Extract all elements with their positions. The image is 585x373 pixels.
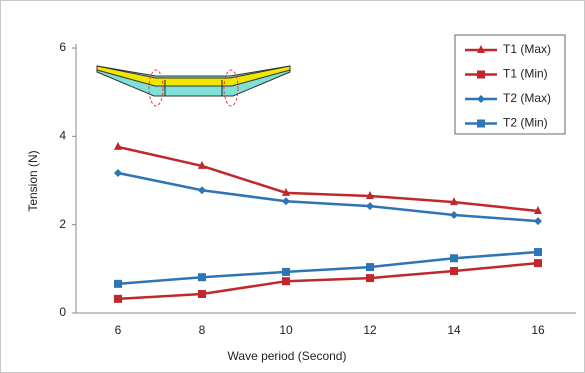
legend-marker — [477, 70, 485, 79]
x-tick-label: 10 — [279, 323, 293, 337]
data-point — [114, 294, 122, 303]
data-point — [534, 248, 542, 257]
x-tick-label: 12 — [363, 323, 377, 337]
data-point — [450, 210, 458, 219]
series-line — [117, 171, 539, 223]
y-tick-label: 2 — [59, 217, 66, 231]
data-point — [534, 217, 542, 226]
data-point — [282, 187, 290, 196]
data-point — [198, 290, 206, 299]
x-tick-label: 6 — [115, 323, 122, 337]
legend-marker — [477, 95, 485, 103]
data-point — [534, 259, 542, 268]
y-tick-label: 0 — [59, 305, 66, 319]
legend-label: T1 (Min) — [503, 67, 548, 81]
legend — [454, 34, 566, 135]
legend-label: T2 (Min) — [503, 116, 548, 130]
y-axis-label: Tension (N) — [26, 150, 40, 211]
data-point — [282, 277, 290, 286]
data-point — [114, 168, 122, 177]
data-point — [198, 273, 206, 282]
data-point — [534, 205, 542, 214]
data-point — [114, 141, 122, 150]
data-point — [450, 267, 458, 276]
data-point — [450, 197, 458, 206]
data-point — [114, 279, 122, 288]
series-line — [117, 250, 539, 286]
data-point — [198, 186, 206, 195]
data-point — [282, 267, 290, 276]
legend-label: T1 (Max) — [503, 42, 551, 56]
data-point — [282, 197, 290, 206]
x-tick-label: 16 — [531, 323, 545, 337]
data-point — [366, 190, 374, 199]
data-point — [198, 160, 206, 169]
series-line — [117, 261, 539, 301]
series-line — [117, 145, 539, 213]
legend-label: T2 (Max) — [503, 91, 551, 105]
data-point — [366, 263, 374, 272]
legend-marker — [477, 45, 485, 53]
legend-marker — [477, 119, 485, 128]
data-point — [366, 202, 374, 211]
y-tick-label: 4 — [59, 129, 66, 143]
x-tick-label: 14 — [447, 323, 461, 337]
inset-diagram — [96, 65, 291, 107]
x-axis-label: Wave period (Second) — [228, 349, 347, 363]
x-tick-label: 8 — [199, 323, 206, 337]
y-tick-label: 6 — [59, 40, 66, 54]
data-point — [450, 254, 458, 263]
data-point — [366, 274, 374, 283]
